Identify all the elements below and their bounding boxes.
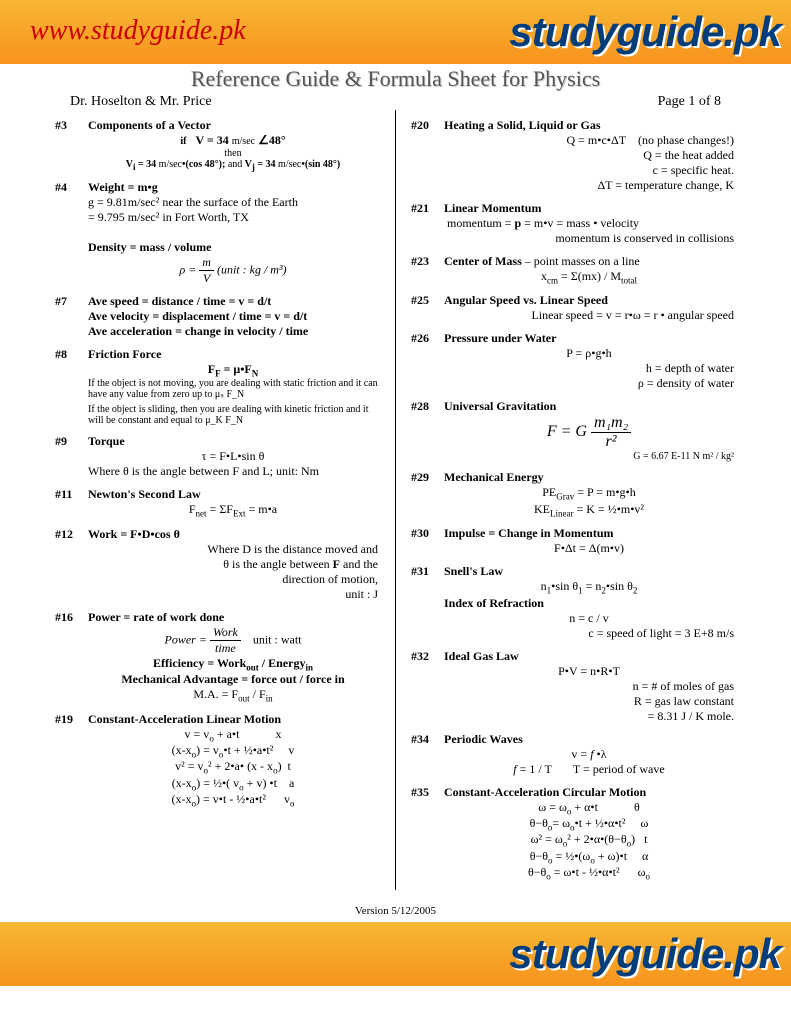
eq: θ−θo = ½•(ωo + ω)•t α bbox=[444, 849, 734, 865]
entry-25: #25 Angular Speed vs. Linear Speed Linea… bbox=[411, 293, 736, 323]
page-title: Reference Guide & Formula Sheet for Phys… bbox=[0, 66, 791, 92]
density-formula: ρ = mV (unit : kg / m³) bbox=[88, 255, 378, 286]
entry-16: #16 Power = rate of work done Power = Wo… bbox=[55, 610, 380, 704]
eq: v² = vo² + 2•a• (x - xo) t bbox=[88, 759, 378, 775]
entry-19: #19 Constant-Acceleration Linear Motion … bbox=[55, 712, 380, 809]
formula: momentum = p = m•v = mass • velocity bbox=[444, 216, 734, 231]
left-column: #3 Components of a Vector if V = 34 m/se… bbox=[40, 110, 396, 890]
formula: Fnet = ΣFExt = m•a bbox=[88, 502, 378, 518]
entry-4: #4 Weight = m•g g = 9.81m/sec² near the … bbox=[55, 180, 380, 286]
entry-8: #8 Friction Force FF = μ•FN If the objec… bbox=[55, 347, 380, 426]
entry-35: #35 Constant-Acceleration Circular Motio… bbox=[411, 785, 736, 882]
entry-30: #30 Impulse = Change in Momentum F•Δt = … bbox=[411, 526, 736, 556]
page-number: Page 1 of 8 bbox=[658, 94, 721, 110]
power-formula: Power = Worktime unit : watt bbox=[88, 625, 378, 656]
formula: Q = m•c•ΔT (no phase changes!) bbox=[444, 133, 734, 148]
entry-21: #21 Linear Momentum momentum = p = m•v =… bbox=[411, 201, 736, 246]
entry-11: #11 Newton's Second Law Fnet = ΣFExt = m… bbox=[55, 487, 380, 518]
version-footer: Version 5/12/2005 bbox=[0, 905, 791, 917]
ma-formula: M.A. = Fout / Fin bbox=[88, 687, 378, 703]
formula: Vi = 34 m/sec•(cos 48°); and Vj = 34 m/s… bbox=[88, 159, 378, 172]
entry-34: #34 Periodic Waves v = f •λ f = 1 / T T … bbox=[411, 732, 736, 777]
eq: (x-xo) = vo•t + ½•a•t² v bbox=[88, 743, 378, 759]
eq: θ−θo= ωo•t + ½•α•t² ω bbox=[444, 816, 734, 832]
description: Where D is the distance moved andθ is th… bbox=[88, 542, 378, 587]
brand-text: studyguide.pk bbox=[509, 930, 781, 978]
entry-29: #29 Mechanical Energy PEGrav = P = m•g•h… bbox=[411, 470, 736, 518]
formula: KELinear = K = ½•m•v² bbox=[444, 502, 734, 518]
formula: FF = μ•FN bbox=[88, 362, 378, 378]
top-banner: www.studyguide.pk studyguide.pk bbox=[0, 0, 791, 64]
eq: ω² = ωo² + 2•α•(θ−θo) t bbox=[444, 832, 734, 848]
entry-num: #3 bbox=[55, 118, 85, 133]
entry-28: #28 Universal Gravitation F = G m₁m₂r² G… bbox=[411, 399, 736, 462]
gravitation-formula: F = G m₁m₂r² bbox=[444, 414, 734, 451]
content-area: #3 Components of a Vector if V = 34 m/se… bbox=[0, 110, 791, 890]
eq: (x-xo) = ½•( vo + v) •t a bbox=[88, 776, 378, 792]
formula: v = f •λ bbox=[444, 747, 734, 762]
entry-32: #32 Ideal Gas Law P•V = n•R•T n = # of m… bbox=[411, 649, 736, 724]
entry-3: #3 Components of a Vector if V = 34 m/se… bbox=[55, 118, 380, 172]
entry-7: #7 Ave speed = distance / time = v = d/t… bbox=[55, 294, 380, 339]
brand-text: studyguide.pk bbox=[509, 8, 781, 56]
eq: v = vo + a•t x bbox=[88, 727, 378, 743]
right-column: #20 Heating a Solid, Liquid or Gas Q = m… bbox=[396, 110, 751, 890]
entry-title: Components of a Vector bbox=[88, 118, 378, 133]
efficiency: Efficiency = Workout / Energyin bbox=[88, 656, 378, 672]
eq: (x-xo) = v•t - ½•a•t² vo bbox=[88, 792, 378, 808]
formula: n1•sin θ1 = n2•sin θ2 bbox=[444, 579, 734, 595]
title: Center of Mass – point masses on a line bbox=[444, 254, 734, 269]
entry-26: #26 Pressure under Water P = ρ•g•h h = d… bbox=[411, 331, 736, 391]
entry-31: #31 Snell's Law n1•sin θ1 = n2•sin θ2 In… bbox=[411, 564, 736, 640]
entry-20: #20 Heating a Solid, Liquid or Gas Q = m… bbox=[411, 118, 736, 193]
formula: xcm = Σ(mx) / Mtotal bbox=[444, 269, 734, 285]
eq: θ−θo = ω•t - ½•α•t² ωo bbox=[444, 865, 734, 881]
page-header: Dr. Hoselton & Mr. Price Page 1 of 8 bbox=[0, 94, 791, 110]
formula: f = 1 / T T = period of wave bbox=[444, 762, 734, 777]
eq: ω = ωo + α•t θ bbox=[444, 800, 734, 816]
bottom-banner: studyguide.pk bbox=[0, 922, 791, 986]
formula: PEGrav = P = m•g•h bbox=[444, 485, 734, 501]
entry-12: #12 Work = F•D•cos θ Where D is the dist… bbox=[55, 527, 380, 602]
authors: Dr. Hoselton & Mr. Price bbox=[70, 94, 212, 110]
entry-23: #23 Center of Mass – point masses on a l… bbox=[411, 254, 736, 285]
entry-9: #9 Torque τ = F•L•sin θ Where θ is the a… bbox=[55, 434, 380, 479]
url-text: www.studyguide.pk bbox=[30, 15, 246, 47]
